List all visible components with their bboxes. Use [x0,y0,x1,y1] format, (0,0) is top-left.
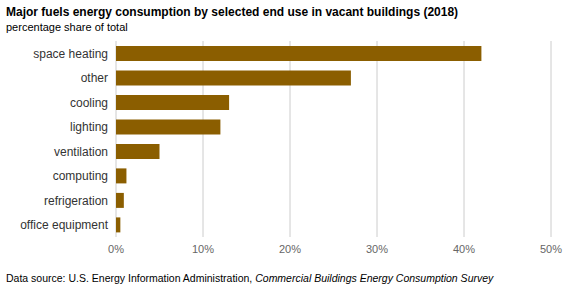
svg-text:40%: 40% [453,243,475,255]
svg-text:0%: 0% [108,243,124,255]
svg-text:30%: 30% [366,243,388,255]
svg-text:cooling: cooling [70,96,108,110]
svg-text:computing: computing [53,169,108,183]
html-text:percentage share of total: percentage share of total [6,21,128,33]
svg-text:10%: 10% [192,243,214,255]
html-text:Major fuels energy consumption: Major fuels energy consumption by select… [6,5,459,19]
html-text:Data source: U.S. Energy Infor: Data source: U.S. Energy Information Adm… [6,272,494,284]
svg-text:50%: 50% [540,243,562,255]
svg-text:other: other [81,71,108,85]
svg-text:lighting: lighting [70,120,108,134]
svg-text:space heating: space heating [33,47,108,61]
svg-text:refrigeration: refrigeration [44,194,108,208]
svg-text:ventilation: ventilation [54,145,108,159]
svg-text:20%: 20% [279,243,301,255]
svg-text:office equipment: office equipment [20,218,109,232]
